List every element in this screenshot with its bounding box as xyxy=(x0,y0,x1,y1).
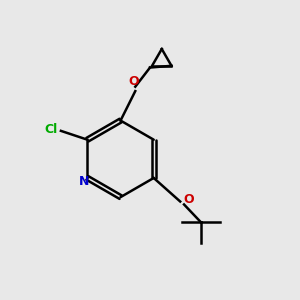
Text: O: O xyxy=(128,75,139,88)
Text: O: O xyxy=(184,193,194,206)
Text: N: N xyxy=(79,175,89,188)
Text: Cl: Cl xyxy=(44,123,57,136)
